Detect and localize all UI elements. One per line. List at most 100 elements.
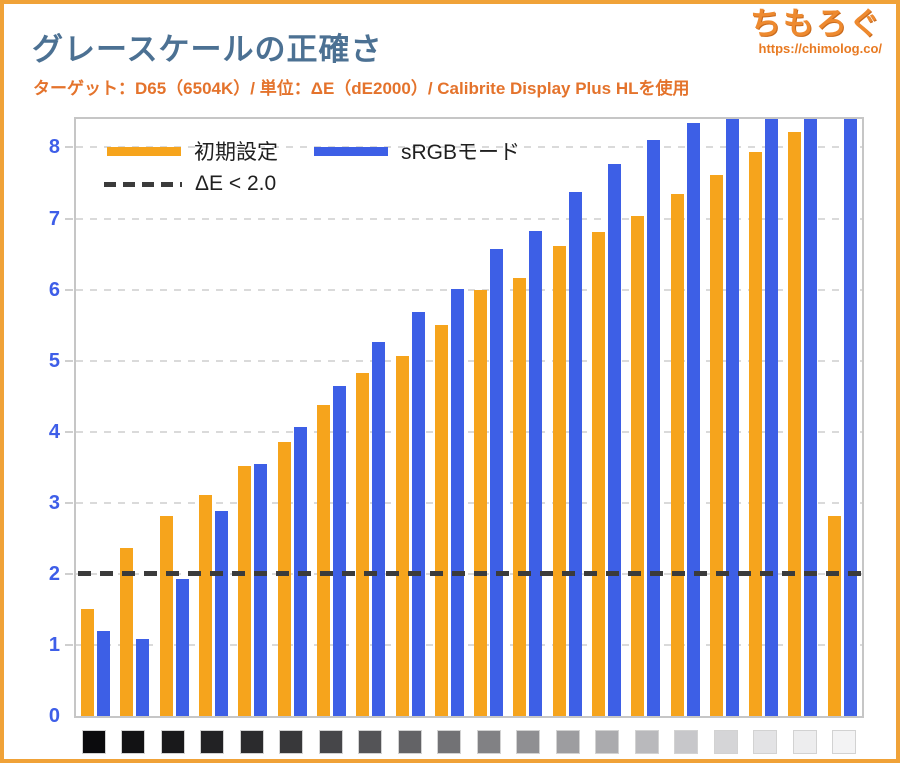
bar-srgb-9 <box>411 312 425 716</box>
bar-srgb-8 <box>372 342 386 716</box>
bar-group-8 <box>351 119 390 716</box>
y-axis-label-6: 6 <box>48 278 60 301</box>
bar-default-20 <box>827 516 841 716</box>
y-axis-tick <box>65 359 73 362</box>
bar-srgb-1 <box>97 630 111 716</box>
bar-group-18 <box>744 119 783 716</box>
grayscale-swatch-19 <box>792 730 817 754</box>
bar-default-19 <box>788 131 802 716</box>
gridline-3 <box>76 501 862 504</box>
grayscale-swatch-17 <box>713 730 738 754</box>
grayscale-swatch-2 <box>121 730 146 754</box>
bar-srgb-13 <box>568 192 582 716</box>
bar-group-17 <box>705 119 744 716</box>
bar-group-4 <box>194 119 233 716</box>
bar-srgb-3 <box>175 578 189 716</box>
site-logo-url: https://chimolog.co/ <box>758 40 883 56</box>
bar-srgb-7 <box>332 385 346 716</box>
page-title: グレースケールの正確さ <box>32 32 383 67</box>
bar-default-15 <box>631 216 645 716</box>
bar-srgb-20 <box>843 119 857 716</box>
grayscale-swatch-4 <box>200 730 225 754</box>
bar-group-5 <box>233 119 272 716</box>
grayscale-swatch-18 <box>753 730 778 754</box>
grayscale-swatch-11 <box>476 730 501 754</box>
bar-srgb-19 <box>804 119 818 716</box>
y-axis-label-2: 2 <box>48 562 60 585</box>
plot-area: 初期設定 sRGBモード ΔE < 2.0 <box>74 117 864 718</box>
legend-item-threshold: ΔE < 2.0 <box>104 172 276 196</box>
legend-item-srgb: sRGBモード <box>314 136 520 166</box>
grayscale-swatch-20 <box>832 730 857 754</box>
legend-label-srgb-mode: sRGBモード <box>401 141 521 164</box>
y-axis-tick <box>65 572 73 575</box>
bar-group-13 <box>548 119 587 716</box>
bar-srgb-4 <box>215 510 229 716</box>
bar-group-7 <box>312 119 351 716</box>
y-axis-tick <box>65 643 73 646</box>
threshold-line <box>78 570 862 576</box>
grayscale-swatch-10 <box>437 730 462 754</box>
grayscale-swatch-14 <box>595 730 620 754</box>
grayscale-swatch-6 <box>279 730 304 754</box>
bar-srgb-12 <box>529 231 543 716</box>
bar-group-10 <box>430 119 469 716</box>
bar-default-7 <box>316 404 330 716</box>
y-axis-label-0: 0 <box>48 705 60 727</box>
bar-default-12 <box>513 278 527 716</box>
grayscale-swatch-9 <box>397 730 422 754</box>
bar-default-3 <box>159 516 173 716</box>
bar-group-6 <box>272 119 311 716</box>
y-axis-tick <box>65 146 73 149</box>
grayscale-swatch-row <box>74 730 864 756</box>
bar-srgb-17 <box>725 119 739 716</box>
bar-default-6 <box>277 441 291 716</box>
y-axis-label-4: 4 <box>48 420 60 443</box>
bar-srgb-10 <box>450 288 464 716</box>
bar-default-17 <box>709 175 723 716</box>
grayscale-swatch-3 <box>160 730 185 754</box>
bar-group-19 <box>783 119 822 716</box>
bar-default-9 <box>395 355 409 716</box>
y-axis-label-7: 7 <box>48 207 60 230</box>
bar-default-18 <box>749 152 763 716</box>
bar-default-13 <box>552 245 566 716</box>
bar-group-14 <box>587 119 626 716</box>
legend-swatch-srgb-mode <box>314 146 388 156</box>
bar-group-9 <box>390 119 429 716</box>
site-logo: ちもろぐ https://chimolog.co/ <box>750 7 883 56</box>
y-axis-label-1: 1 <box>48 633 60 656</box>
legend-label-default-settings: 初期設定 <box>194 141 278 164</box>
bar-srgb-16 <box>686 122 700 716</box>
bar-default-10 <box>434 325 448 716</box>
bar-default-14 <box>592 232 605 716</box>
legend-item-default: 初期設定 <box>107 136 278 166</box>
bar-group-2 <box>115 119 154 716</box>
y-axis-tick <box>65 288 73 291</box>
bar-group-12 <box>508 119 547 716</box>
y-axis-label-3: 3 <box>48 491 60 514</box>
grayscale-swatch-15 <box>634 730 659 754</box>
grayscale-swatch-13 <box>555 730 580 754</box>
y-axis-label-8: 8 <box>48 136 60 159</box>
bar-srgb-15 <box>647 140 661 716</box>
grayscale-swatch-8 <box>358 730 383 754</box>
bar-srgb-2 <box>136 639 150 716</box>
bar-srgb-14 <box>608 163 621 716</box>
gridline-6 <box>76 288 862 291</box>
grayscale-swatch-5 <box>239 730 264 754</box>
bar-default-8 <box>356 373 370 716</box>
grayscale-swatch-7 <box>318 730 343 754</box>
gridline-1 <box>76 643 862 646</box>
bar-default-5 <box>238 465 252 716</box>
grayscale-swatch-16 <box>674 730 699 754</box>
bar-group-11 <box>469 119 508 716</box>
chart-subtitle: ターゲット：D65（6504K）/ 単位：ΔE（dE2000）/ Calibri… <box>33 79 690 98</box>
bar-srgb-5 <box>254 463 268 716</box>
bar-group-1 <box>76 119 115 716</box>
y-axis-tick <box>65 430 73 433</box>
bar-group-15 <box>626 119 665 716</box>
bar-default-2 <box>120 547 134 716</box>
legend-swatch-threshold-dash <box>104 181 182 187</box>
